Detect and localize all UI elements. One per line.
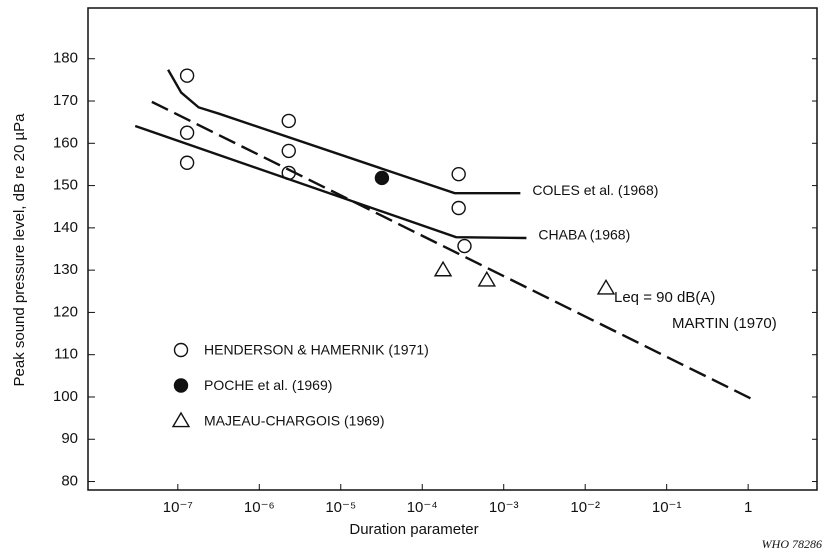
legend-marker <box>171 411 191 428</box>
y-tick-label: 180 <box>53 50 78 67</box>
y-tick-label: 100 <box>53 388 78 405</box>
annotation: Leq = 90 dB(A) <box>614 289 715 306</box>
circle-marker <box>179 68 195 83</box>
y-tick-label: 110 <box>54 346 78 363</box>
circle-marker <box>451 166 466 182</box>
y-tick-label: 140 <box>53 219 78 236</box>
x-tick-label: 10⁻⁵ <box>325 499 356 516</box>
triangle-marker <box>596 278 616 295</box>
x-tick-label: 10⁻⁴ <box>407 499 438 516</box>
footnote: WHO 78286 <box>762 537 822 551</box>
line <box>151 100 756 402</box>
y-tick-label: 130 <box>53 261 78 278</box>
y-tick-label: 170 <box>53 92 78 109</box>
line <box>167 69 521 195</box>
y-tick-label: 150 <box>53 177 78 194</box>
x-tick-label: 10⁻³ <box>489 499 519 516</box>
legend-label: HENDERSON & HAMERNIK (1971) <box>204 342 429 358</box>
circle-marker <box>179 155 195 170</box>
line-label: COLES et al. (1968) <box>532 182 658 198</box>
circle-marker <box>457 238 472 254</box>
line-label: MARTIN (1970) <box>672 315 777 332</box>
y-tick-label: 80 <box>61 473 78 490</box>
plot-frame <box>87 7 818 491</box>
y-tick-label: 160 <box>53 134 78 151</box>
triangle-marker <box>433 260 453 277</box>
x-tick-label: 10⁻² <box>570 499 600 516</box>
y-axis-label: Peak sound pressure level, dB re 20 µPa <box>11 113 28 387</box>
legend-label: POCHE et al. (1969) <box>204 377 332 393</box>
line <box>134 124 527 240</box>
circle-marker <box>281 143 296 159</box>
y-tick-label: 120 <box>53 303 78 320</box>
x-tick-label: 10⁻⁷ <box>163 499 193 516</box>
triangle-marker <box>477 270 497 287</box>
y-tick-label: 90 <box>61 430 78 447</box>
x-axis-label: Duration parameter <box>349 521 478 538</box>
line-label: CHABA (1968) <box>538 227 630 243</box>
circle-marker <box>374 170 390 186</box>
circle-marker <box>451 200 466 216</box>
circle-marker <box>281 113 296 129</box>
legend-marker <box>173 378 189 393</box>
legend-label: MAJEAU-CHARGOIS (1969) <box>204 413 384 429</box>
x-tick-label: 10⁻⁶ <box>244 499 275 516</box>
circle-marker <box>179 125 195 140</box>
legend-marker <box>173 342 189 358</box>
x-tick-label: 10⁻¹ <box>652 499 682 516</box>
x-tick-label: 1 <box>744 499 752 516</box>
